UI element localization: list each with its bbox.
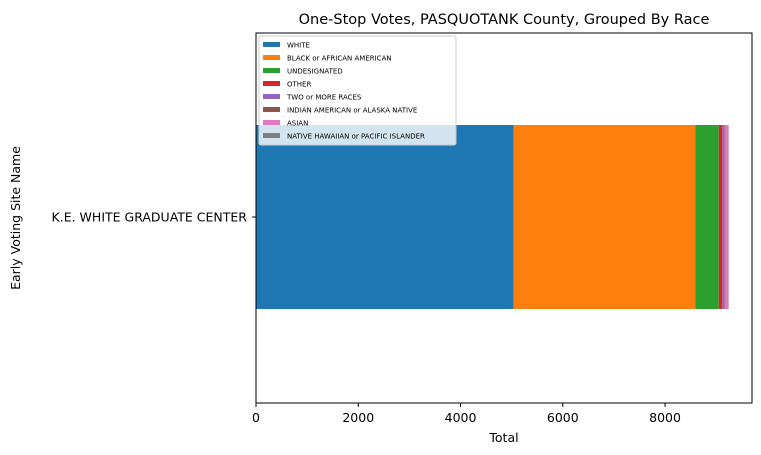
legend-swatch [263,120,280,125]
x-axis: 0 2000 4000 6000 8000 [252,403,681,425]
legend-label: TWO or MORE RACES [286,94,362,102]
bar-two-or-more-races [722,125,725,309]
x-tick-label: 2000 [342,410,374,425]
x-tick-label: 0 [252,410,260,425]
legend-swatch [263,107,280,112]
y-tick-label: K.E. WHITE GRADUATE CENTER [52,210,248,225]
legend-label: WHITE [287,42,310,50]
legend-box [258,35,457,146]
plot-frame [255,32,753,404]
bar-undesignated [695,125,719,309]
legend-swatch [263,133,280,138]
legend-swatch [263,42,280,47]
y-axis-label: Early Voting Site Name [8,146,23,290]
bars-group [256,125,729,309]
x-tick-label: 6000 [547,410,579,425]
legend-swatch [263,55,280,60]
bar-white [256,125,514,309]
legend-swatch [263,81,280,86]
y-axis: K.E. WHITE GRADUATE CENTER [52,210,256,225]
legend-label: BLACK or AFRICAN AMERICAN [287,55,392,63]
x-tick-label: 4000 [445,410,477,425]
bar-indian-american-or-alaska-native [724,125,725,309]
legend: WHITE BLACK or AFRICAN AMERICAN UNDESIGNAT… [258,35,457,146]
legend-label: OTHER [287,81,311,89]
x-axis-label: Total [488,430,518,445]
bar-black-or-african-american [513,125,696,309]
legend-swatch [263,68,280,73]
legend-label: NATIVE HAWAIIAN or PACIFIC ISLANDER [287,133,425,141]
x-tick-label: 8000 [649,410,681,425]
legend-label: INDIAN AMERICAN or ALASKA NATIVE [287,107,417,115]
legend-swatch [263,94,280,99]
chart-title: One-Stop Votes, PASQUOTANK County, Group… [299,12,710,28]
bar-other [718,125,723,309]
legend-label: ASIAN [287,120,308,128]
legend-label: UNDESIGNATED [287,68,343,76]
bar-asian [724,125,729,309]
